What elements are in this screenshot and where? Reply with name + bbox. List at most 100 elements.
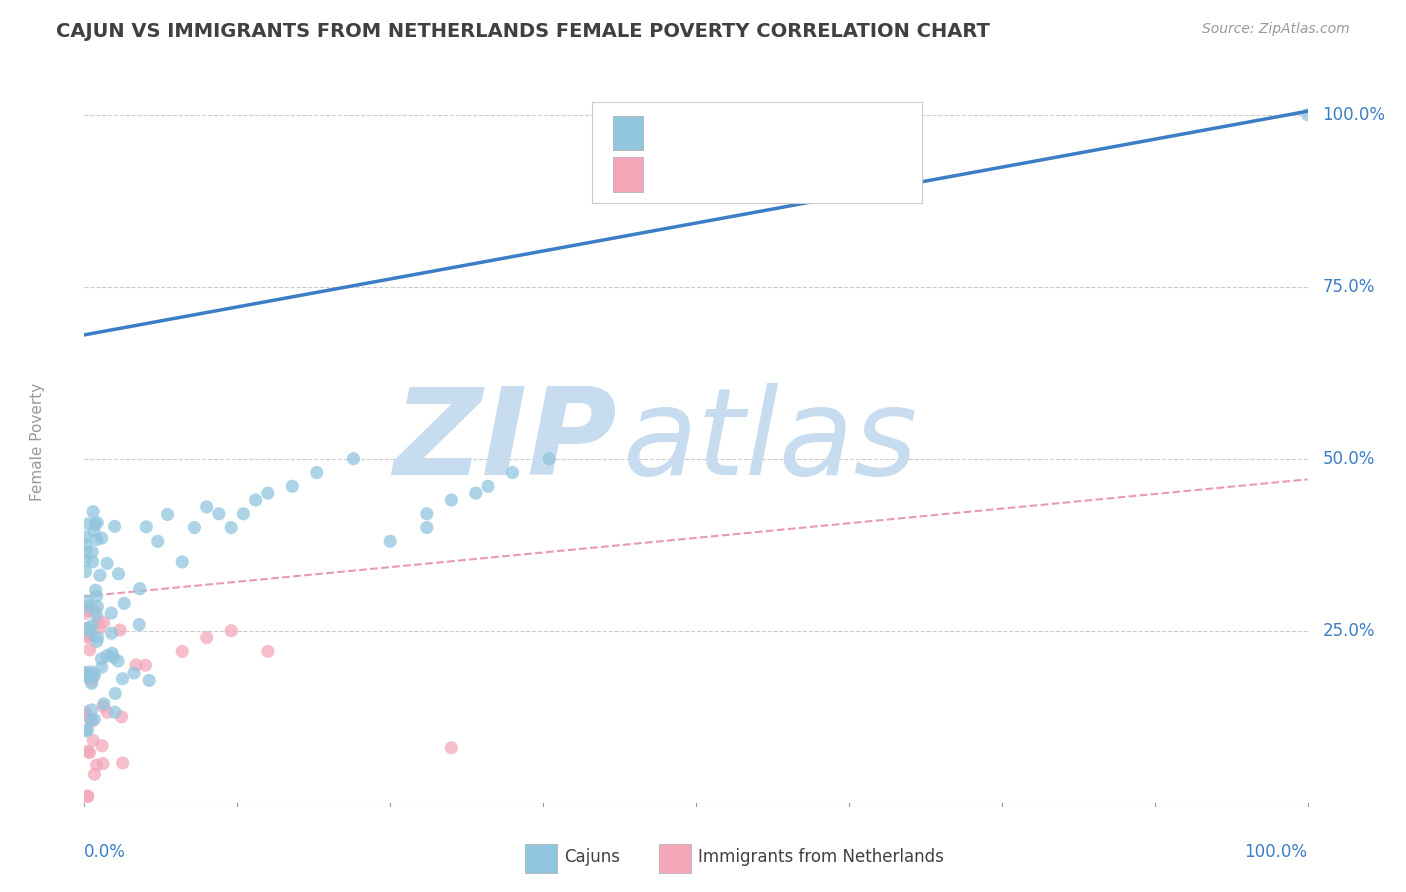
Text: R = 0.765   N = 82: R = 0.765 N = 82 — [665, 123, 851, 143]
Point — [79, 643, 101, 657]
Text: 50.0%: 50.0% — [1322, 450, 1375, 467]
Point — [75, 607, 97, 621]
Point — [380, 534, 402, 549]
Point — [75, 665, 97, 680]
Point — [76, 789, 98, 803]
Point — [104, 705, 127, 719]
Point — [416, 520, 439, 534]
Point — [440, 493, 463, 508]
Point — [96, 648, 118, 663]
Point — [342, 451, 364, 466]
Point — [76, 744, 98, 758]
Point — [172, 555, 194, 569]
Point — [90, 531, 112, 545]
Point — [111, 756, 134, 770]
Point — [76, 789, 98, 804]
Point — [77, 669, 100, 683]
Point — [87, 615, 110, 630]
Point — [80, 676, 103, 690]
Point — [101, 650, 124, 665]
Point — [75, 545, 97, 559]
Point — [110, 710, 132, 724]
Text: R = 0.269   N = 42: R = 0.269 N = 42 — [665, 165, 851, 184]
Point — [100, 606, 122, 620]
Point — [107, 654, 129, 668]
Bar — [659, 844, 692, 873]
Point — [79, 746, 101, 760]
Point — [208, 507, 231, 521]
Point — [219, 624, 242, 638]
Point — [80, 619, 103, 633]
Point — [281, 479, 304, 493]
Point — [86, 599, 108, 614]
Point — [90, 660, 112, 674]
FancyBboxPatch shape — [592, 102, 922, 203]
Point — [82, 555, 104, 569]
Point — [80, 713, 103, 727]
Point — [86, 533, 108, 547]
Text: Female Poverty: Female Poverty — [31, 383, 45, 500]
Text: ZIP: ZIP — [392, 383, 616, 500]
Point — [135, 658, 157, 673]
Point — [104, 686, 127, 700]
Bar — [613, 157, 644, 192]
Point — [440, 740, 463, 755]
Point — [77, 516, 100, 531]
Text: Source: ZipAtlas.com: Source: ZipAtlas.com — [1202, 22, 1350, 37]
Point — [80, 714, 103, 729]
Point — [195, 500, 218, 514]
Point — [80, 674, 103, 689]
Point — [75, 565, 97, 579]
Text: Immigrants from Netherlands: Immigrants from Netherlands — [699, 848, 945, 866]
Point — [82, 670, 104, 684]
Point — [135, 520, 157, 534]
Point — [232, 507, 254, 521]
Point — [96, 557, 118, 571]
Point — [75, 705, 97, 719]
Point — [477, 479, 499, 493]
Point — [76, 621, 98, 635]
Bar — [524, 844, 557, 873]
Point — [83, 767, 105, 781]
Bar — [613, 116, 644, 151]
Point — [77, 668, 100, 682]
Point — [128, 617, 150, 632]
Text: 100.0%: 100.0% — [1244, 843, 1308, 861]
Text: 75.0%: 75.0% — [1322, 277, 1375, 296]
Point — [245, 493, 267, 508]
Point — [75, 622, 97, 636]
Point — [91, 756, 114, 771]
Text: 0.0%: 0.0% — [84, 843, 127, 861]
Point — [104, 519, 127, 533]
Point — [84, 517, 107, 532]
Point — [93, 615, 115, 630]
Point — [257, 644, 280, 658]
Point — [100, 626, 122, 640]
Point — [83, 667, 105, 681]
Point — [77, 629, 100, 643]
Text: 100.0%: 100.0% — [1322, 105, 1385, 124]
Point — [125, 658, 148, 673]
Point — [86, 631, 108, 645]
Point — [111, 672, 134, 686]
Point — [77, 603, 100, 617]
Point — [195, 631, 218, 645]
Point — [86, 590, 108, 604]
Point — [80, 703, 103, 717]
Point — [80, 665, 103, 679]
Point — [108, 623, 131, 637]
Point — [75, 538, 97, 552]
Point — [538, 451, 561, 466]
Point — [86, 758, 108, 772]
Point — [502, 466, 524, 480]
Point — [416, 507, 439, 521]
Point — [76, 669, 98, 683]
Point — [219, 520, 242, 534]
Point — [79, 805, 101, 819]
Point — [82, 505, 104, 519]
Point — [86, 516, 108, 530]
Text: CAJUN VS IMMIGRANTS FROM NETHERLANDS FEMALE POVERTY CORRELATION CHART: CAJUN VS IMMIGRANTS FROM NETHERLANDS FEM… — [56, 22, 990, 41]
Point — [86, 607, 108, 622]
Point — [112, 596, 135, 610]
Point — [183, 520, 205, 534]
